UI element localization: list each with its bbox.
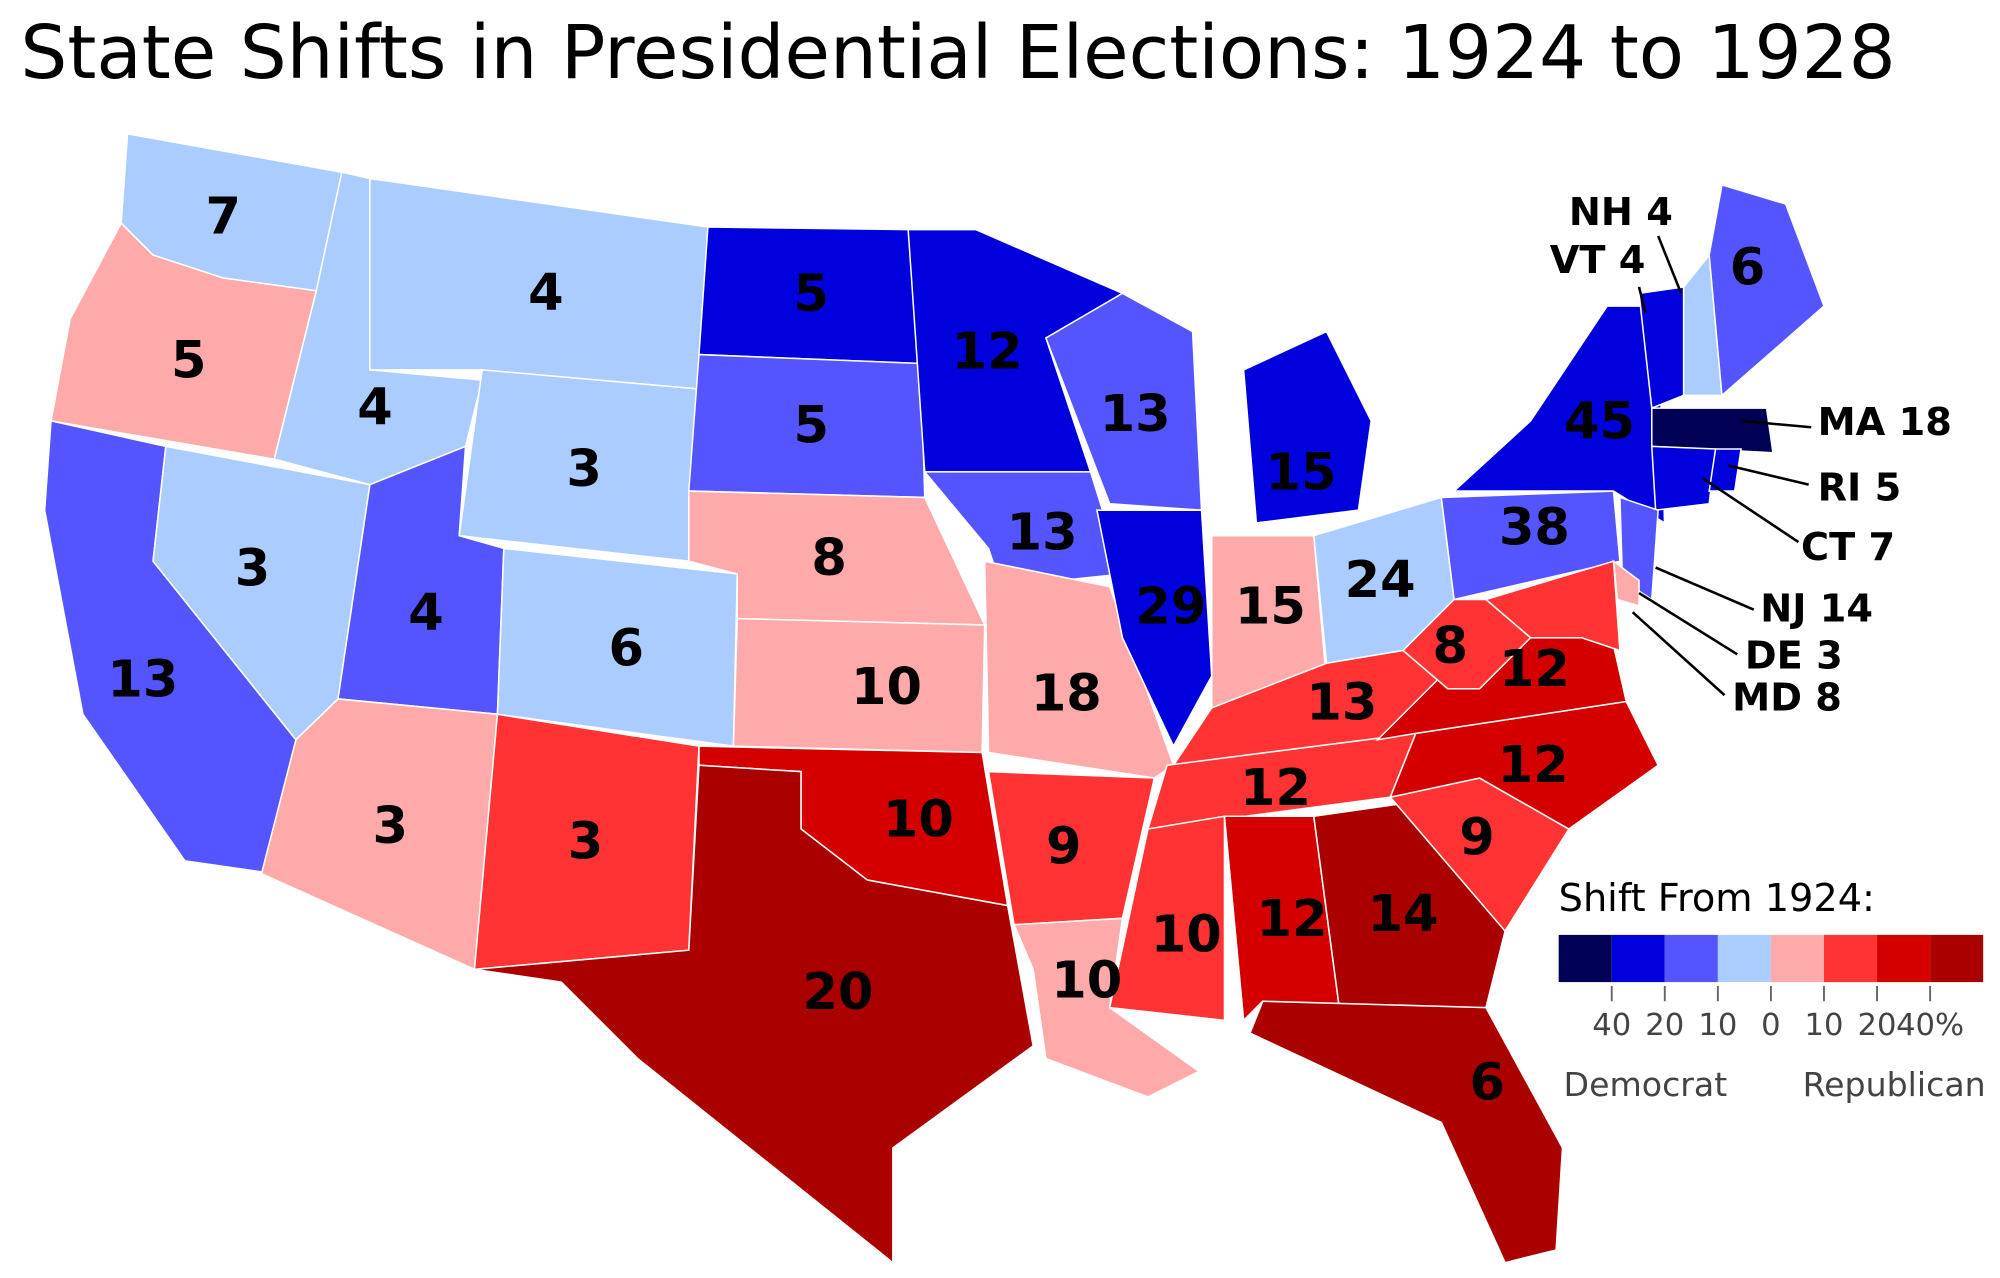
state-label: CT 7 (1801, 525, 1895, 570)
state-label: 3 (373, 797, 409, 856)
state (1242, 330, 1372, 524)
state-label: 5 (793, 265, 829, 324)
state-label: 3 (566, 440, 602, 499)
legend-swatch (1770, 934, 1824, 983)
state-label: 12 (1499, 640, 1570, 699)
state-label: 13 (1007, 504, 1078, 563)
state (983, 560, 1175, 779)
legend-swatch (1930, 934, 1984, 983)
state-label: 3 (568, 812, 604, 871)
legend-left-label: Democrat (1564, 1065, 1728, 1104)
states (43, 133, 1825, 1265)
state-label: 3 (235, 539, 271, 598)
state (1440, 490, 1621, 601)
legend-tick-label: 10 (1805, 1008, 1844, 1043)
state-label: VT 4 (1550, 238, 1646, 283)
state-label: NH 4 (1569, 190, 1673, 235)
state (1108, 815, 1226, 1022)
state (1249, 1000, 1564, 1264)
legend-swatch (1664, 934, 1718, 983)
legend-swatch (1611, 934, 1665, 983)
state-label: 12 (952, 323, 1023, 382)
state-label: 38 (1499, 499, 1570, 558)
state-label: 4 (528, 264, 564, 323)
map-title: State Shifts in Presidential Elections: … (20, 10, 1895, 96)
legend-title: Shift From 1924: (1559, 876, 1875, 921)
state (1044, 292, 1203, 512)
legend-tick-label: 40 (1592, 1008, 1631, 1043)
state-label: 4 (408, 584, 444, 643)
leader-line (1631, 611, 1726, 697)
state-label: 13 (1100, 385, 1171, 444)
state-label: 9 (1046, 817, 1082, 876)
state (1312, 802, 1506, 1009)
state-label: 18 (1031, 664, 1102, 723)
state (1708, 448, 1742, 492)
legend-swatch (1717, 934, 1771, 983)
state (1012, 917, 1201, 1098)
state-label: 13 (1306, 673, 1377, 732)
leader-line (1702, 477, 1800, 544)
legend-right-label: Republican (1803, 1065, 1986, 1104)
state (474, 764, 1035, 1265)
leader-line (1638, 592, 1738, 656)
legend-swatch (1558, 934, 1612, 983)
legend: Shift From 1924: Democrat Republican 40 2… (1558, 876, 1986, 1104)
legend-tick-label: 20 (1645, 1008, 1684, 1043)
legend-tick-label: 20 (1858, 1008, 1897, 1043)
state-label: NJ 14 (1760, 586, 1873, 631)
state-label: MA 18 (1818, 400, 1952, 445)
leader-line (1637, 286, 1647, 313)
state-label: 15 (1235, 578, 1306, 637)
state-label: 10 (851, 658, 922, 717)
state-label: 6 (1730, 238, 1766, 297)
state-label: 5 (793, 397, 829, 456)
state-label: 9 (1459, 809, 1495, 868)
state (260, 698, 499, 971)
state-label: 8 (1433, 617, 1469, 676)
legend-tick-label: 0 (1761, 1008, 1780, 1043)
state-label: RI 5 (1818, 465, 1902, 510)
leader-line (1740, 419, 1812, 429)
state-label: 45 (1564, 393, 1635, 452)
state-label: 10 (1051, 951, 1122, 1010)
state-label: 13 (107, 650, 178, 709)
state (1484, 560, 1621, 652)
state-label: 6 (1469, 1053, 1505, 1112)
state-label: 15 (1266, 444, 1337, 503)
state-label: 12 (1257, 890, 1328, 949)
state (1096, 509, 1213, 748)
state-label: 14 (1368, 885, 1439, 944)
state-label: 8 (811, 529, 847, 588)
state-label: 10 (1151, 905, 1222, 964)
state-label: 20 (803, 963, 874, 1022)
state-label: 12 (1240, 759, 1311, 818)
state-label: 10 (883, 791, 954, 850)
leader-line (1656, 235, 1683, 294)
state-label: DE 3 (1745, 634, 1843, 679)
state-label: 12 (1498, 736, 1569, 795)
state (1650, 445, 1717, 512)
state-label: 24 (1345, 551, 1416, 610)
leader-line (1655, 566, 1755, 611)
state (1708, 183, 1825, 397)
state-label: 5 (171, 332, 207, 391)
state (1651, 407, 1774, 454)
legend-swatch (1823, 934, 1878, 983)
state-label: 6 (609, 620, 645, 679)
legend-tick-label: 40% (1896, 1008, 1964, 1043)
legend-tick-label: 10 (1698, 1008, 1737, 1043)
leader-line (1728, 464, 1809, 486)
state-label: 7 (205, 187, 241, 246)
legend-swatch (1877, 934, 1931, 983)
state-label: 4 (357, 379, 393, 438)
state-label: 29 (1135, 578, 1206, 637)
state-label: MD 8 (1732, 676, 1842, 721)
